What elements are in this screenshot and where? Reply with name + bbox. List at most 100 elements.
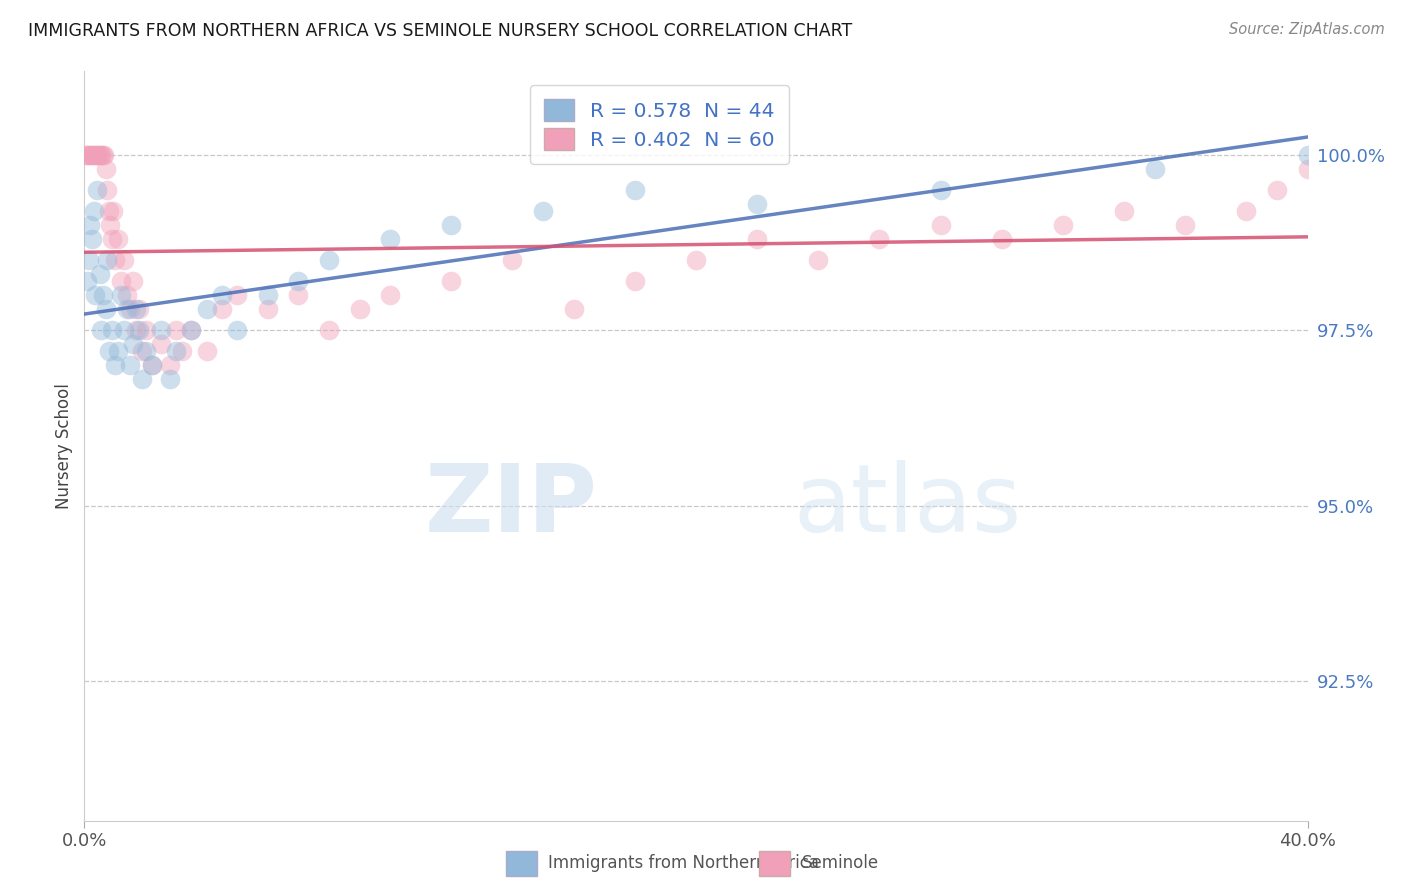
Point [101, 232, 124, 246]
Point [135, 344, 157, 359]
Point [120, 359, 142, 373]
Point [115, 302, 138, 317]
Point [226, 288, 249, 302]
Point [1174, 219, 1197, 233]
Point [211, 302, 233, 317]
Point [77, 253, 100, 268]
Point [93, 148, 115, 162]
Point [103, 204, 125, 219]
Point [531, 204, 554, 219]
Point [287, 275, 309, 289]
Point [257, 288, 280, 302]
Point [89, 268, 111, 282]
Point [1143, 162, 1166, 177]
Point [502, 253, 524, 268]
Point [165, 323, 187, 337]
Text: Immigrants from Northern Africa: Immigrants from Northern Africa [548, 855, 820, 872]
Point [79, 148, 101, 162]
Point [349, 302, 371, 317]
Point [807, 253, 830, 268]
Point [991, 232, 1014, 246]
Point [112, 253, 135, 268]
Point [929, 219, 952, 233]
Point [101, 323, 124, 337]
Point [104, 359, 127, 373]
Point [76, 148, 98, 162]
Point [195, 344, 218, 359]
Point [1236, 204, 1258, 219]
Point [211, 288, 233, 302]
Point [149, 323, 172, 337]
Point [1114, 204, 1136, 219]
Point [87, 148, 110, 162]
Point [380, 232, 402, 246]
Point [79, 219, 101, 233]
Point [84, 148, 107, 162]
Point [1052, 219, 1074, 233]
Y-axis label: Nursery School: Nursery School [55, 383, 73, 509]
Text: Seminole: Seminole [801, 855, 879, 872]
Point [91, 288, 114, 302]
Point [125, 302, 148, 317]
Point [257, 302, 280, 317]
Point [624, 183, 647, 197]
Point [1296, 162, 1319, 177]
Point [83, 204, 105, 219]
Point [96, 183, 118, 197]
Point [747, 232, 769, 246]
Point [128, 302, 150, 317]
Point [180, 323, 202, 337]
Point [86, 148, 108, 162]
Point [149, 337, 172, 351]
Point [165, 344, 187, 359]
Point [80, 232, 103, 246]
Point [380, 288, 402, 302]
Point [75, 148, 97, 162]
Point [97, 204, 120, 219]
Point [685, 253, 707, 268]
Point [318, 323, 340, 337]
Point [131, 372, 153, 386]
Point [107, 232, 129, 246]
Point [96, 253, 118, 268]
Point [120, 302, 142, 317]
Point [1265, 183, 1288, 197]
Point [98, 219, 121, 233]
Point [440, 275, 463, 289]
Point [318, 253, 340, 268]
Point [115, 288, 138, 302]
Point [94, 162, 117, 177]
Point [125, 323, 148, 337]
Point [77, 148, 100, 162]
Point [624, 275, 647, 289]
Point [195, 302, 218, 317]
Point [287, 288, 309, 302]
Text: ZIP: ZIP [425, 460, 598, 552]
Point [128, 323, 150, 337]
Point [562, 302, 585, 317]
Text: Source: ZipAtlas.com: Source: ZipAtlas.com [1229, 22, 1385, 37]
Point [91, 148, 114, 162]
Point [159, 372, 181, 386]
Point [1296, 148, 1319, 162]
Point [929, 183, 952, 197]
Point [122, 275, 145, 289]
Point [90, 323, 112, 337]
Text: IMMIGRANTS FROM NORTHERN AFRICA VS SEMINOLE NURSERY SCHOOL CORRELATION CHART: IMMIGRANTS FROM NORTHERN AFRICA VS SEMIN… [28, 22, 852, 40]
Point [141, 359, 163, 373]
Point [89, 148, 111, 162]
Point [84, 288, 107, 302]
Point [869, 232, 891, 246]
Point [226, 323, 249, 337]
Point [747, 197, 769, 211]
Point [104, 253, 127, 268]
Point [112, 323, 135, 337]
Point [110, 288, 132, 302]
Point [86, 183, 108, 197]
Point [97, 344, 120, 359]
Point [141, 359, 163, 373]
Point [80, 148, 103, 162]
Legend: R = 0.578  N = 44, R = 0.402  N = 60: R = 0.578 N = 44, R = 0.402 N = 60 [530, 85, 789, 164]
Point [131, 344, 153, 359]
Point [90, 148, 112, 162]
